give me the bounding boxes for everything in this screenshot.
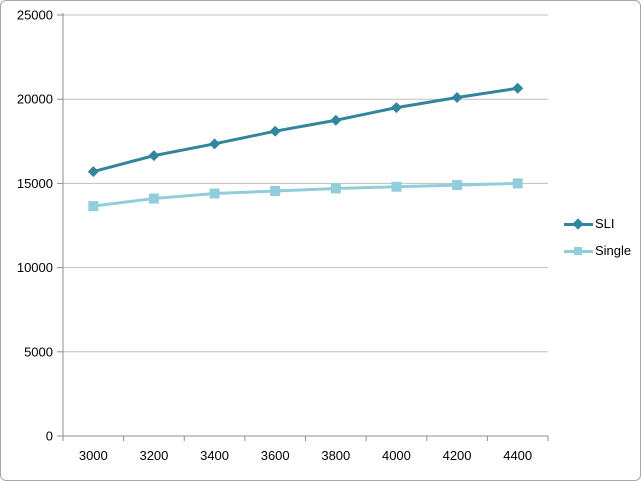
y-axis-tick-label: 0 [46,429,53,444]
x-axis-tick-label: 4200 [443,448,472,463]
x-axis-tick-label: 4000 [382,448,411,463]
legend-label-sli: SLI [595,216,615,231]
single-series-marker-icon [564,242,593,260]
data-point-marker-sli [209,138,221,150]
sli-series-marker-icon [564,215,593,233]
legend: SLI Single [564,215,631,260]
series-line-single [91,181,520,208]
x-axis-tick-label: 3800 [321,448,350,463]
y-axis-tick-label: 25000 [17,8,53,23]
legend-item-single: Single [564,242,631,260]
data-point-marker-sli [148,150,160,162]
legend-label-single: Single [595,243,632,258]
data-point-marker-sli [512,82,524,94]
y-axis-tick-label: 20000 [17,92,53,107]
data-point-marker-sli [269,125,281,137]
y-axis-tick-label: 15000 [17,176,53,191]
x-axis-tick-label: 3600 [261,448,290,463]
data-point-marker-single [452,180,463,191]
x-axis-tick-label: 4400 [503,448,532,463]
y-axis-tick-label: 5000 [24,344,53,359]
data-point-marker-single [209,188,220,199]
data-point-marker-single [512,178,523,189]
data-point-marker-single [391,181,402,192]
legend-item-sli: SLI [564,215,631,233]
x-axis-tick-label: 3000 [79,448,108,463]
y-axis-tick-label: 10000 [17,260,53,275]
x-axis-tick-label: 3400 [200,448,229,463]
data-point-marker-single [270,185,281,196]
data-point-marker-sli [451,92,463,104]
series-line-sli [91,86,520,174]
data-point-marker-single [330,183,341,194]
data-point-marker-sli [87,166,99,178]
data-point-marker-single [148,193,159,204]
data-point-marker-sli [390,102,402,114]
data-point-marker-sli [330,114,342,126]
x-axis-tick-label: 3200 [139,448,168,463]
data-point-marker-single [88,201,99,212]
